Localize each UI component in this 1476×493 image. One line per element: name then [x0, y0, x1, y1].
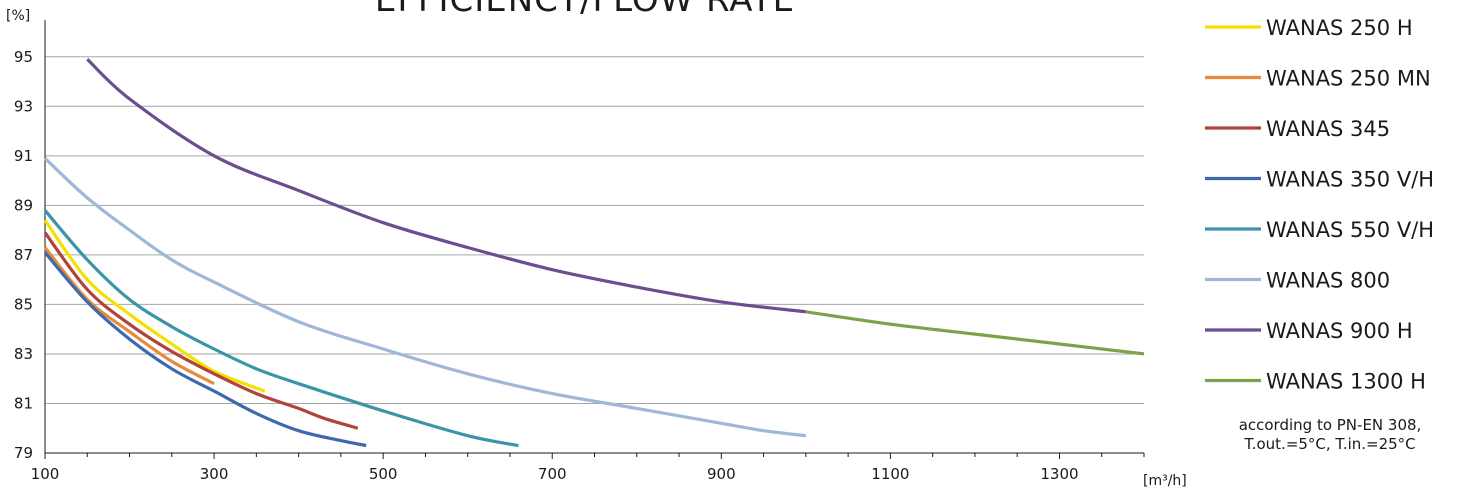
series-line-wanas-800	[43, 157, 807, 438]
x-tick-label-700: 700	[538, 465, 567, 483]
note-line-1: according to PN-EN 308,	[1238, 416, 1422, 434]
y-tick-label-93: 93	[14, 97, 33, 115]
legend-label-wanas-345: WANAS 345	[1266, 117, 1390, 141]
x-tick-label-1300: 1300	[1040, 465, 1078, 483]
y-tick-label-89: 89	[14, 196, 33, 214]
x-axis-label: [m³/h]	[1143, 473, 1187, 489]
x-tick-label-500: 500	[369, 465, 398, 483]
series-line-wanas-250-h	[43, 219, 266, 393]
series-line-wanas-250-mn	[43, 246, 215, 386]
y-tick-label-95: 95	[14, 48, 33, 66]
series-lines	[43, 58, 1145, 448]
x-tick-label-100: 100	[31, 465, 60, 483]
x-tick-label-1100: 1100	[871, 465, 909, 483]
series-line-wanas-900-h	[86, 58, 806, 314]
grid	[45, 56, 1144, 404]
legend-label-wanas-550-v-h: WANAS 550 V/H	[1266, 218, 1434, 242]
axes: 79 81 83 85 87 89 91 93 95 100 300 500 700 900 1100 130…	[14, 20, 1145, 483]
y-tick-label-87: 87	[14, 246, 33, 264]
chart-title: EFFICIENCY/FLOW RATE	[375, 0, 795, 20]
series-line-wanas-345	[43, 231, 359, 430]
series-line-wanas-350-v-h	[43, 251, 367, 448]
legend: WANAS 250 H WANAS 250 MN WANAS 345 WANAS 35…	[1205, 16, 1434, 394]
legend-label-wanas-250-mn: WANAS 250 MN	[1266, 67, 1431, 91]
x-tick-label-900: 900	[707, 465, 736, 483]
test-conditions-note: according to PN-EN 308, T.out.=5°C, T.in…	[1195, 416, 1465, 454]
note-line-2: T.out.=5°C, T.in.=25°C	[1244, 435, 1416, 453]
legend-label-wanas-1300-h: WANAS 1300 H	[1266, 370, 1426, 394]
y-tick-label-81: 81	[14, 394, 33, 412]
legend-label-wanas-350-v-h: WANAS 350 V/H	[1266, 168, 1434, 192]
y-axis-label: [%]	[6, 8, 30, 24]
legend-label-wanas-250-h: WANAS 250 H	[1266, 16, 1413, 40]
legend-label-wanas-900-h: WANAS 900 H	[1266, 319, 1413, 343]
series-line-wanas-1300-h	[805, 310, 1145, 356]
series-line-wanas-550-v-h	[43, 209, 519, 448]
y-tick-label-79: 79	[14, 444, 33, 462]
y-tick-label-83: 83	[14, 345, 33, 363]
legend-label-wanas-800: WANAS 800	[1266, 269, 1390, 293]
y-tick-label-91: 91	[14, 147, 33, 165]
x-tick-label-300: 300	[200, 465, 229, 483]
y-tick-label-85: 85	[14, 295, 33, 313]
